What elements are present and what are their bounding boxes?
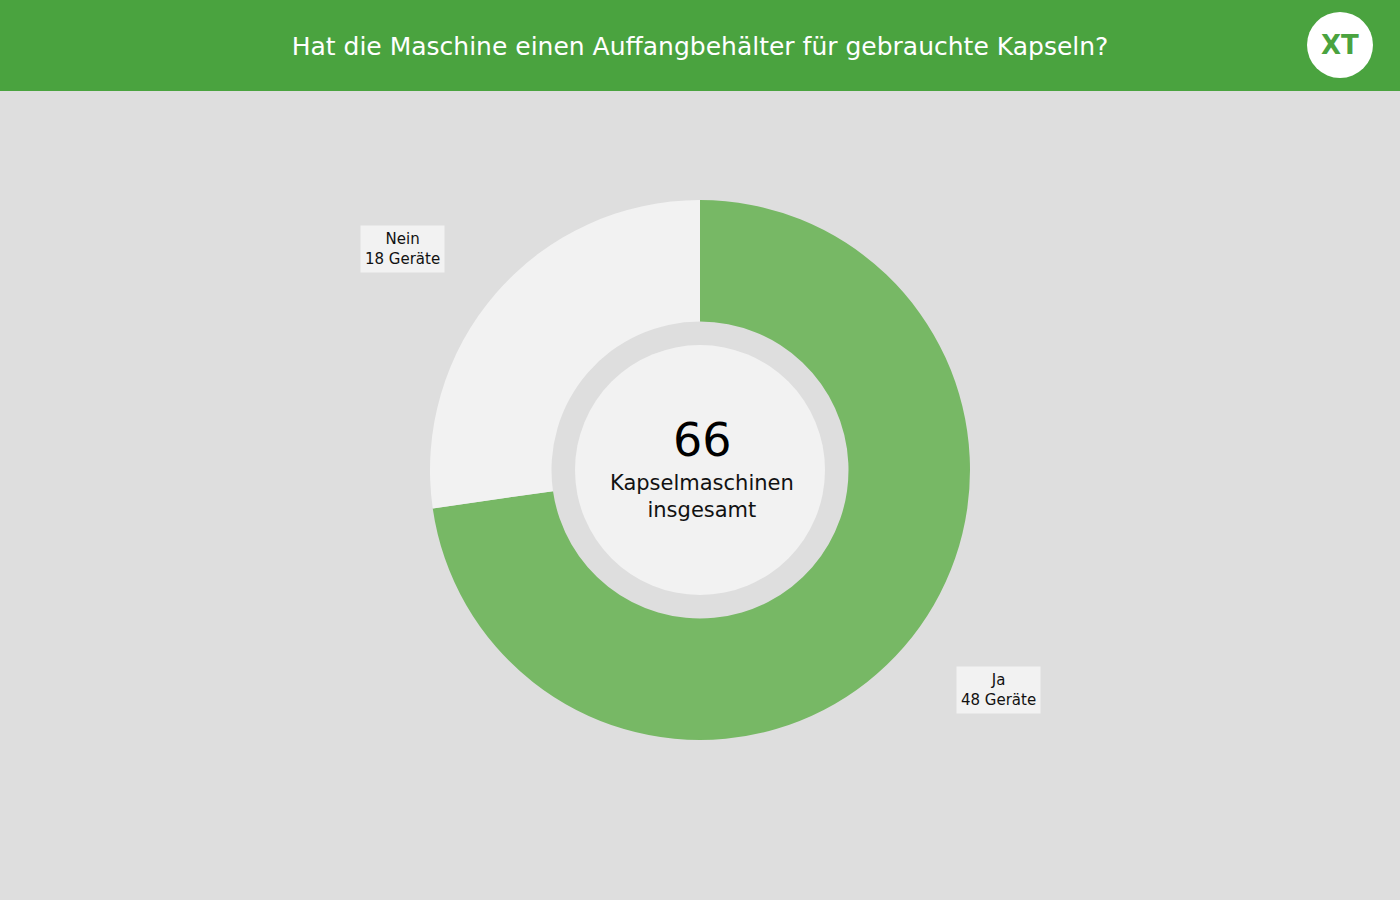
svg-text:Kapselmaschineninsgesamt: Kapselmaschineninsgesamt <box>610 471 794 522</box>
svg-text:XT: XT <box>1321 30 1359 60</box>
svg-text:Ja48 Geräte: Ja48 Geräte <box>961 671 1036 709</box>
svg-text:66: 66 <box>673 413 732 467</box>
svg-text:Hat die Maschine einen Auffang: Hat die Maschine einen Auffangbehälter f… <box>292 32 1109 61</box>
svg-text:Nein18 Geräte: Nein18 Geräte <box>365 230 440 268</box>
